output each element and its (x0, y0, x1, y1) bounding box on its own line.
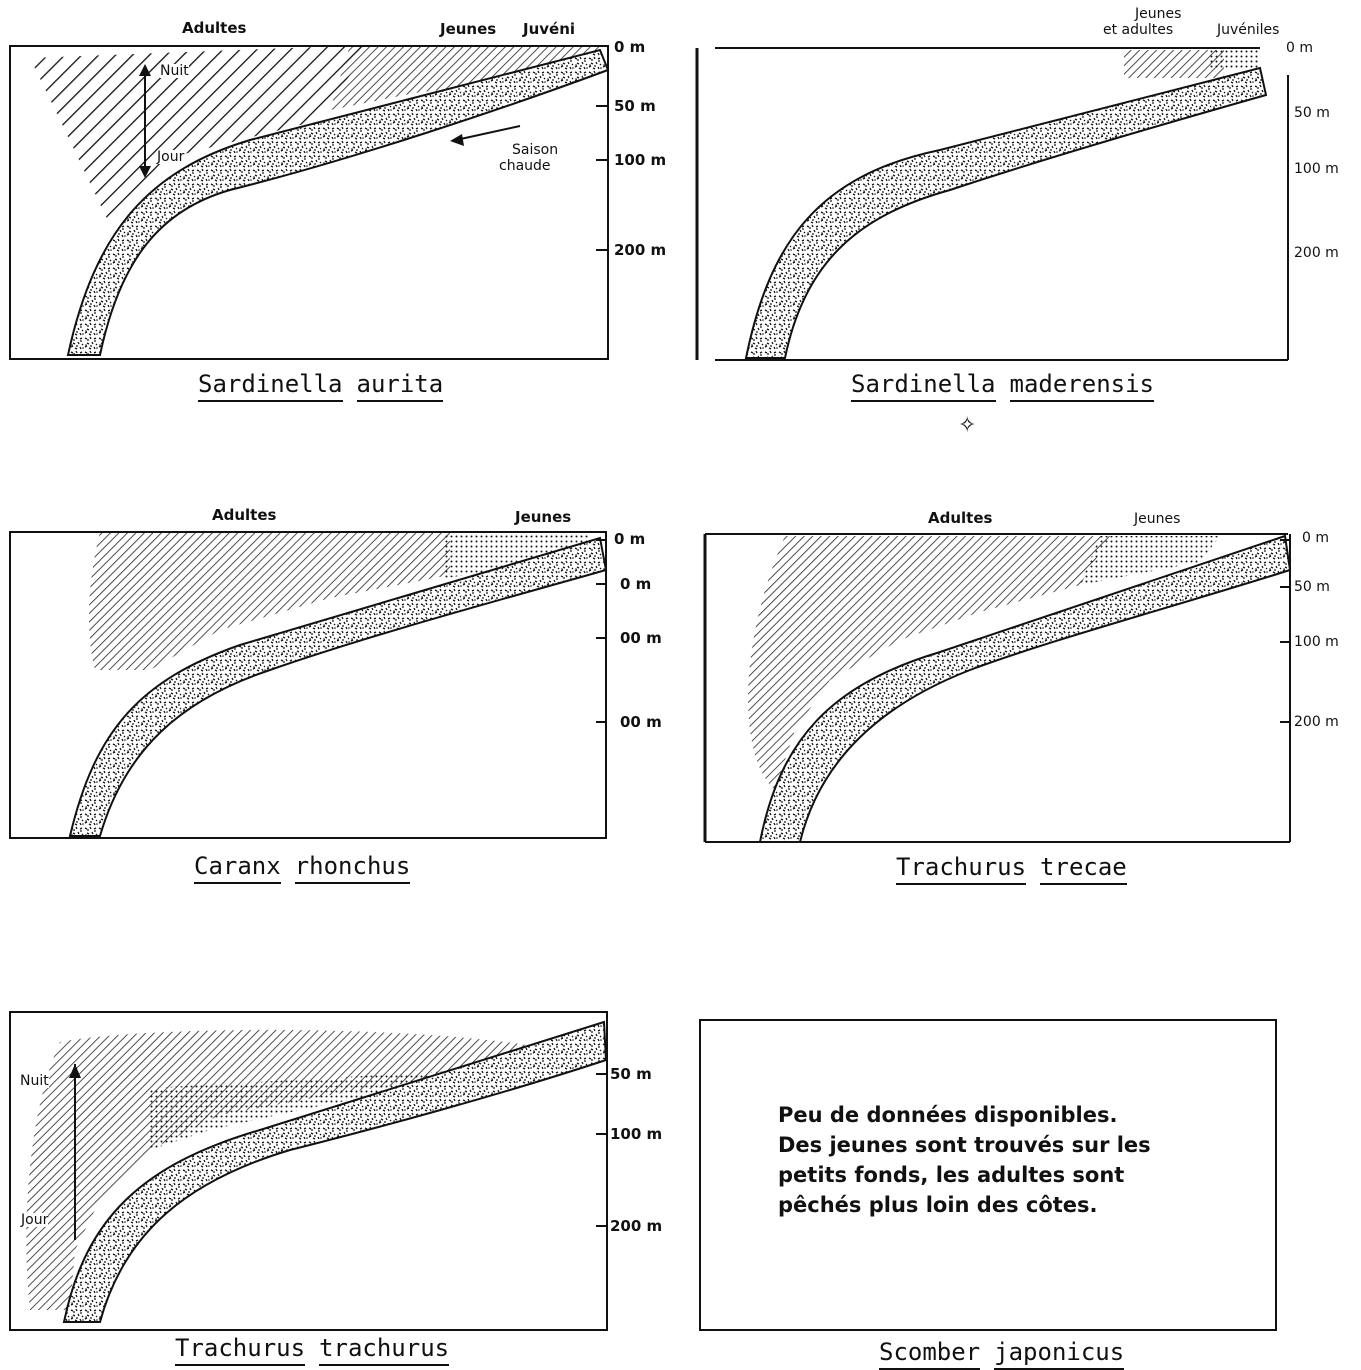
warm-season-arrow (455, 125, 521, 141)
depth-0: 0 m (614, 38, 646, 56)
note-line-4: pêchés plus loin des côtes. (778, 1193, 1098, 1217)
depth-200: 200 m (1294, 245, 1339, 261)
caption-genus: Sardinella (851, 370, 996, 402)
depth-50: 50 m (610, 1065, 652, 1083)
note-line-2: Des jeunes sont trouvés sur les (778, 1133, 1151, 1157)
juvenile-zone-dots (445, 532, 590, 578)
panel-caranx-rhonchus: Adultes Jeunes 0 m 0 m 00 m 00 m Caranx r… (0, 490, 680, 900)
depth-200: 00 m (620, 713, 662, 731)
caption-epithet: maderensis (1009, 370, 1154, 402)
depth-50: 50 m (1294, 105, 1330, 121)
depth-50: 50 m (1294, 579, 1330, 595)
label-jeunes: Jeunes (1135, 6, 1182, 22)
label-jeunes: Jeunes (440, 20, 497, 38)
stray-mark-icon: ✧ (958, 412, 977, 437)
depth-100: 100 m (1294, 161, 1339, 177)
caption-scomber-japonicus: Scomber japonicus (879, 1338, 1138, 1370)
caption-genus: Trachurus (896, 853, 1027, 885)
caption-epithet: trachurus (319, 1334, 450, 1366)
depth-50: 0 m (620, 575, 652, 593)
caption-sardinella-aurita: Sardinella aurita (198, 370, 457, 402)
seabed-band (758, 534, 1292, 843)
adult-zone-hatch (30, 45, 370, 225)
diagram-trachurus-trachurus (9, 1011, 608, 1331)
panel-trachurus-trachurus: Nuit Jour 50 m 100 m 200 m Trachurus trac… (0, 1000, 680, 1369)
label-juveniles: Juvéni (523, 20, 576, 38)
depth-0: 0 m (1302, 530, 1329, 546)
panel-sardinella-maderensis: Jeunes et adultes Juvéniles 0 m 50 m 100… (680, 0, 1361, 440)
caption-epithet: japonicus (994, 1338, 1125, 1370)
frame (699, 1019, 1277, 1331)
depth-100: 100 m (610, 1125, 663, 1143)
diagram-sardinella-maderensis (695, 47, 1289, 361)
caption-genus: Trachurus (175, 1334, 306, 1366)
depth-100: 100 m (614, 151, 667, 169)
caption-epithet: trecae (1040, 853, 1127, 885)
panel-trachurus-trecae: Adultes Jeunes 0 m 50 m 100 m 200 m Trac… (680, 490, 1361, 910)
depth-200: 200 m (610, 1217, 663, 1235)
diagram-trachurus-trecae (703, 533, 1292, 843)
depth-50: 50 m (614, 97, 656, 115)
caption-trachurus-trecae: Trachurus trecae (896, 853, 1141, 885)
label-jour: Jour (157, 149, 185, 165)
juvenile-zone-hatch (330, 45, 600, 110)
caption-sardinella-maderensis: Sardinella maderensis (851, 370, 1168, 402)
label-nuit: Nuit (20, 1073, 49, 1089)
label-adultes: Adultes (182, 19, 247, 37)
young-adult-zone-hatch (1124, 50, 1224, 78)
label-adultes: Adultes (928, 509, 993, 527)
caption-genus: Sardinella (198, 370, 343, 402)
note-line-3: petits fonds, les adultes sont (778, 1163, 1125, 1187)
depth-200: 200 m (614, 241, 667, 259)
panel-scomber-japonicus: Peu de données disponibles. Des jeunes s… (680, 1000, 1361, 1370)
arrow-head-up (69, 1064, 81, 1078)
caption-genus: Scomber (879, 1338, 981, 1370)
label-adultes: Adultes (212, 506, 277, 524)
depth-200: 200 m (1294, 714, 1339, 730)
caption-caranx-rhonchus: Caranx rhonchus (194, 852, 424, 884)
frame (9, 45, 609, 360)
juvenile-zone-dots (1080, 536, 1220, 585)
seabed-band (68, 536, 608, 837)
arrow-head-up (139, 64, 151, 76)
caption-epithet: aurita (356, 370, 444, 402)
caption-epithet: rhonchus (294, 852, 411, 884)
label-jeunes: Jeunes (1134, 511, 1181, 527)
caption-trachurus-trachurus: Trachurus trachurus (175, 1334, 463, 1366)
juvenile-zone-dots (1208, 50, 1258, 70)
adult-zone-hatch (748, 536, 1110, 790)
diagram-scomber-japonicus (699, 1019, 1277, 1331)
depth-100: 100 m (1294, 634, 1339, 650)
adult-zone-hatch (88, 532, 450, 670)
diagram-caranx-rhonchus (9, 531, 608, 839)
depth-0: 0 m (614, 530, 646, 548)
label-juveniles: Juvéniles (1217, 22, 1280, 38)
depth-100: 00 m (620, 629, 662, 647)
label-et-adultes: et adultes (1103, 22, 1174, 38)
label-saison: Saison (512, 142, 559, 158)
label-nuit: Nuit (160, 63, 189, 79)
warm-season-arrow-head (450, 134, 464, 146)
caption-genus: Caranx (194, 852, 281, 884)
diagram-sardinella-aurita (9, 45, 610, 360)
note-text: Peu de données disponibles. Des jeunes s… (778, 1100, 1151, 1220)
depth-0: 0 m (1286, 40, 1313, 56)
seabed-band (744, 66, 1268, 359)
label-jeunes: Jeunes (515, 508, 572, 526)
seabed-band (62, 1020, 608, 1323)
seabed-band (66, 48, 610, 356)
label-chaude: chaude (499, 158, 551, 174)
panel-sardinella-aurita: Adultes Jeunes Juvéni 0 m 50 m 100 m 200… (0, 0, 680, 420)
frame (9, 1011, 608, 1331)
arrow-head-down (139, 166, 151, 178)
label-jour: Jour (21, 1212, 49, 1228)
note-line-1: Peu de données disponibles. (778, 1103, 1118, 1127)
frame (9, 531, 607, 839)
